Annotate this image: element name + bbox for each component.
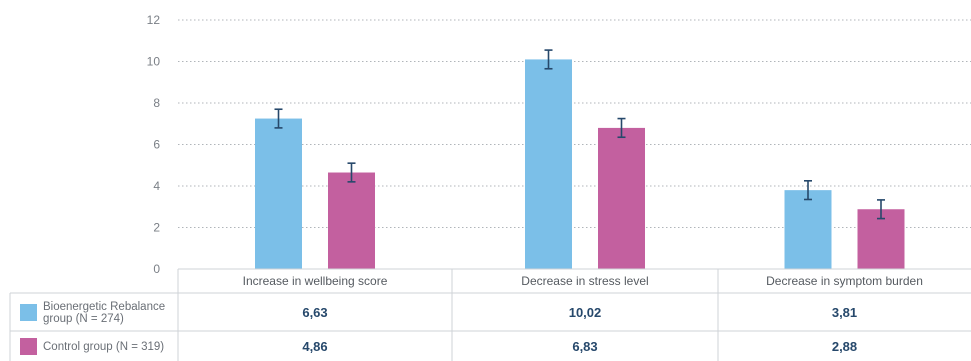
y-tick-label: 10 — [147, 55, 161, 69]
error-bar — [617, 117, 626, 139]
error-bar — [544, 49, 553, 70]
error-bar — [877, 199, 885, 220]
legend-swatch — [20, 338, 37, 355]
bar — [525, 59, 572, 269]
table-value: 3,81 — [832, 305, 857, 320]
y-tick-label: 12 — [147, 13, 161, 27]
y-axis-ticks: 0 2 4 6 8 10 12 — [147, 13, 161, 276]
error-bar — [274, 108, 283, 129]
table-value: 6,63 — [302, 305, 327, 320]
data-table: Increase in wellbeing score Decrease in s… — [9, 268, 971, 361]
y-tick-label: 8 — [153, 96, 160, 110]
legend-label: Control group (N = 319) — [43, 341, 164, 353]
y-tick-label: 4 — [153, 179, 160, 193]
category-label: Increase in wellbeing score — [243, 274, 388, 288]
y-tick-label: 0 — [153, 262, 160, 276]
category-label: Decrease in stress level — [521, 274, 648, 288]
legend-label: group (N = 274) — [43, 313, 124, 325]
bar — [255, 118, 302, 269]
y-tick-label: 6 — [153, 138, 160, 152]
table-value: 6,83 — [572, 339, 597, 354]
table-value: 10,02 — [569, 305, 602, 320]
error-bar — [347, 162, 356, 183]
bar — [598, 127, 645, 270]
error-bars — [274, 49, 885, 220]
category-label: Decrease in symptom burden — [766, 274, 923, 288]
table-value: 4,86 — [302, 339, 327, 354]
bar — [328, 172, 375, 269]
grid-lines — [178, 19, 971, 228]
bar — [784, 190, 832, 269]
error-bar — [804, 180, 812, 201]
legend-swatch — [20, 304, 37, 321]
y-tick-label: 2 — [153, 221, 160, 235]
legend-label: Bioenergetic Rebalance — [43, 301, 165, 313]
bars — [255, 59, 905, 270]
table-value: 2,88 — [832, 339, 857, 354]
